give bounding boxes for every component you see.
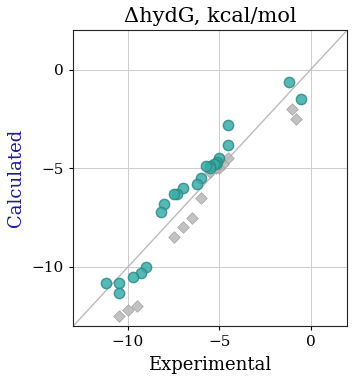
- X-axis label: Experimental: Experimental: [148, 356, 272, 374]
- Point: [293, 116, 299, 122]
- Point: [158, 209, 164, 215]
- Point: [143, 264, 149, 270]
- Point: [131, 274, 136, 280]
- Point: [138, 270, 144, 276]
- Point: [103, 280, 109, 286]
- Point: [290, 106, 295, 112]
- Point: [213, 165, 218, 171]
- Point: [207, 163, 213, 170]
- Point: [225, 122, 231, 128]
- Point: [175, 191, 180, 197]
- Point: [216, 155, 222, 162]
- Point: [116, 290, 122, 296]
- Point: [207, 165, 213, 171]
- Title: ΔhydG, kcal/mol: ΔhydG, kcal/mol: [124, 7, 296, 26]
- Point: [198, 175, 204, 181]
- Point: [194, 181, 200, 187]
- Point: [116, 280, 122, 286]
- Point: [189, 215, 195, 221]
- Point: [180, 224, 185, 231]
- Point: [198, 195, 204, 201]
- Point: [116, 313, 122, 319]
- Point: [216, 165, 222, 171]
- Y-axis label: Calculated: Calculated: [7, 129, 25, 227]
- Point: [286, 78, 291, 85]
- Point: [213, 161, 218, 167]
- Point: [298, 96, 304, 102]
- Point: [204, 163, 209, 170]
- Point: [215, 159, 220, 165]
- Point: [326, 18, 332, 24]
- Point: [207, 169, 213, 175]
- Point: [171, 234, 176, 240]
- Point: [125, 307, 131, 313]
- Point: [162, 201, 167, 207]
- Point: [220, 161, 226, 167]
- Point: [180, 185, 185, 191]
- Point: [134, 303, 140, 309]
- Point: [211, 161, 217, 167]
- Point: [225, 155, 231, 162]
- Point: [225, 142, 231, 148]
- Point: [171, 191, 176, 197]
